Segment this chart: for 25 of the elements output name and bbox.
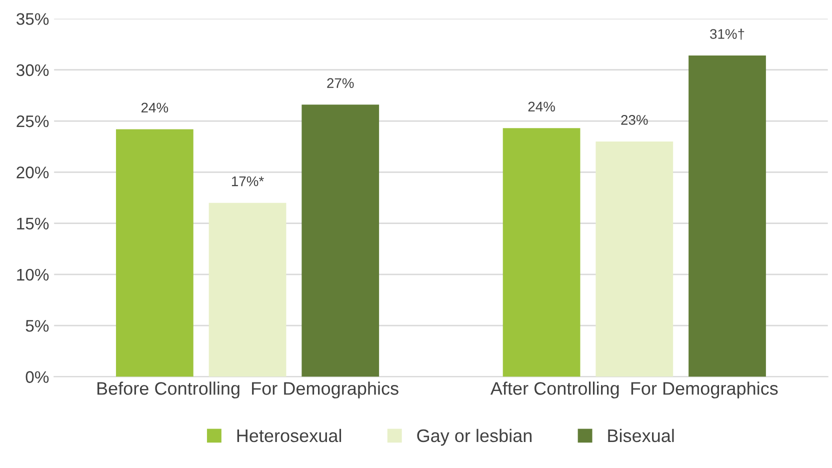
y-tick-label: 15% [17,218,49,230]
y-tick-label: 25% [16,115,49,128]
data-label: 27% [327,78,354,88]
y-tick-label: 10% [17,268,49,281]
y-tick-label: 30% [16,64,49,76]
bar [502,128,580,377]
bar [596,141,674,377]
bar [208,202,286,377]
x-tick-label: Before Controlling For Demographics [97,382,398,398]
y-tick-label: 0% [26,371,49,383]
y-tick-label: 20% [16,166,49,178]
y-tick-label: 5% [26,320,49,332]
legend-label: Bisexual [608,428,674,442]
bar [116,129,194,377]
data-label: 31%† [710,28,744,40]
bar [302,104,380,377]
data-label: 24% [528,102,555,112]
legend-label: Heterosexual [237,428,342,442]
data-label: 23% [621,115,648,125]
bar [688,56,766,377]
x-tick-label: After Controlling For Demographics [490,382,778,398]
data-label: 24% [141,102,168,113]
data-label: 17%* [232,176,264,186]
y-tick-label: 35% [16,13,49,25]
legend-label: Gay or lesbian [417,428,532,446]
